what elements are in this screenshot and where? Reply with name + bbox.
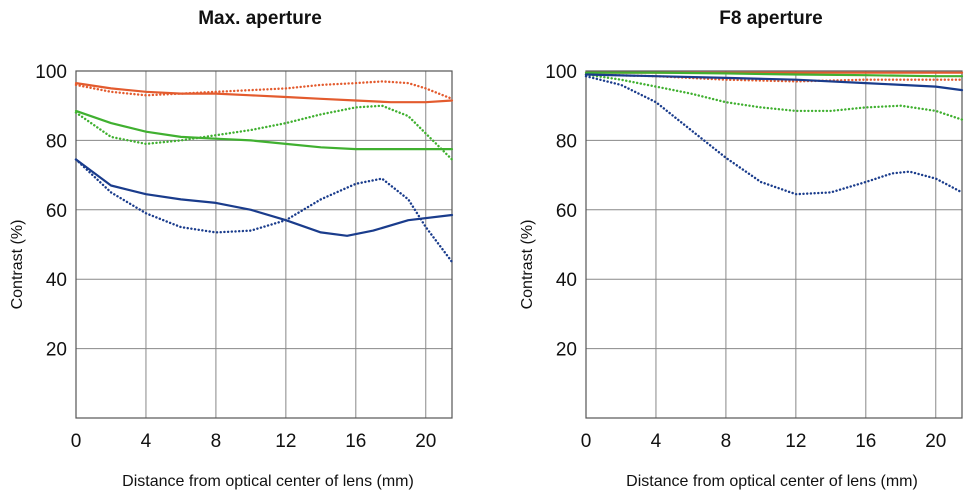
y-tick-label: 60 bbox=[46, 201, 67, 222]
x-tick-label: 16 bbox=[855, 431, 876, 452]
x-tick-label: 20 bbox=[415, 431, 436, 452]
x-tick-label: 0 bbox=[71, 431, 82, 452]
chart-panel-1: 20 40 60 80 100 0 4 8 12 16 20 Max. aperture Distanc… bbox=[9, 8, 454, 490]
y-tick-label: 40 bbox=[46, 270, 67, 291]
series-line-green-solid bbox=[584, 71, 964, 78]
x-tick-label: 20 bbox=[925, 431, 946, 452]
series-line-blue-solid bbox=[74, 158, 454, 237]
series-line-blue-solid bbox=[584, 73, 964, 92]
series-line-green-dotted bbox=[584, 73, 964, 121]
series-line-green-solid bbox=[74, 109, 454, 151]
series-line-green-dotted bbox=[74, 104, 454, 161]
y-tick-label: 80 bbox=[556, 131, 577, 152]
y-tick-label: 100 bbox=[545, 62, 577, 83]
x-tick-label: 16 bbox=[345, 431, 366, 452]
chart-title: F8 aperture bbox=[719, 8, 822, 29]
x-axis-label: Distance from optical center of lens (mm… bbox=[626, 473, 918, 490]
y-axis-label: Contrast (%) bbox=[9, 220, 26, 310]
y-tick-label: 40 bbox=[556, 270, 577, 291]
x-axis-label: Distance from optical center of lens (mm… bbox=[122, 473, 414, 490]
plot-frame bbox=[585, 70, 963, 419]
x-tick-label: 8 bbox=[211, 431, 222, 452]
series-line-blue-dotted bbox=[74, 158, 454, 264]
plot-frame bbox=[75, 70, 453, 419]
y-tick-label: 20 bbox=[556, 340, 577, 361]
chart-panel-2: 20 40 60 80 100 0 4 8 12 16 20 F8 aperture Distance … bbox=[519, 8, 964, 490]
y-tick-label: 100 bbox=[35, 62, 67, 83]
y-tick-label: 60 bbox=[556, 201, 577, 222]
x-tick-label: 4 bbox=[651, 431, 662, 452]
series-line-red-dotted bbox=[74, 80, 454, 101]
x-tick-label: 8 bbox=[721, 431, 732, 452]
x-tick-label: 4 bbox=[141, 431, 152, 452]
x-tick-label: 0 bbox=[581, 431, 592, 452]
series-line-blue-dotted bbox=[584, 74, 964, 196]
y-tick-label: 80 bbox=[46, 131, 67, 152]
x-tick-label: 12 bbox=[785, 431, 806, 452]
chart-title: Max. aperture bbox=[198, 8, 322, 29]
series-line-red-solid bbox=[74, 81, 454, 104]
y-tick-label: 20 bbox=[46, 340, 67, 361]
x-tick-label: 12 bbox=[275, 431, 296, 452]
y-axis-label: Contrast (%) bbox=[519, 220, 536, 310]
